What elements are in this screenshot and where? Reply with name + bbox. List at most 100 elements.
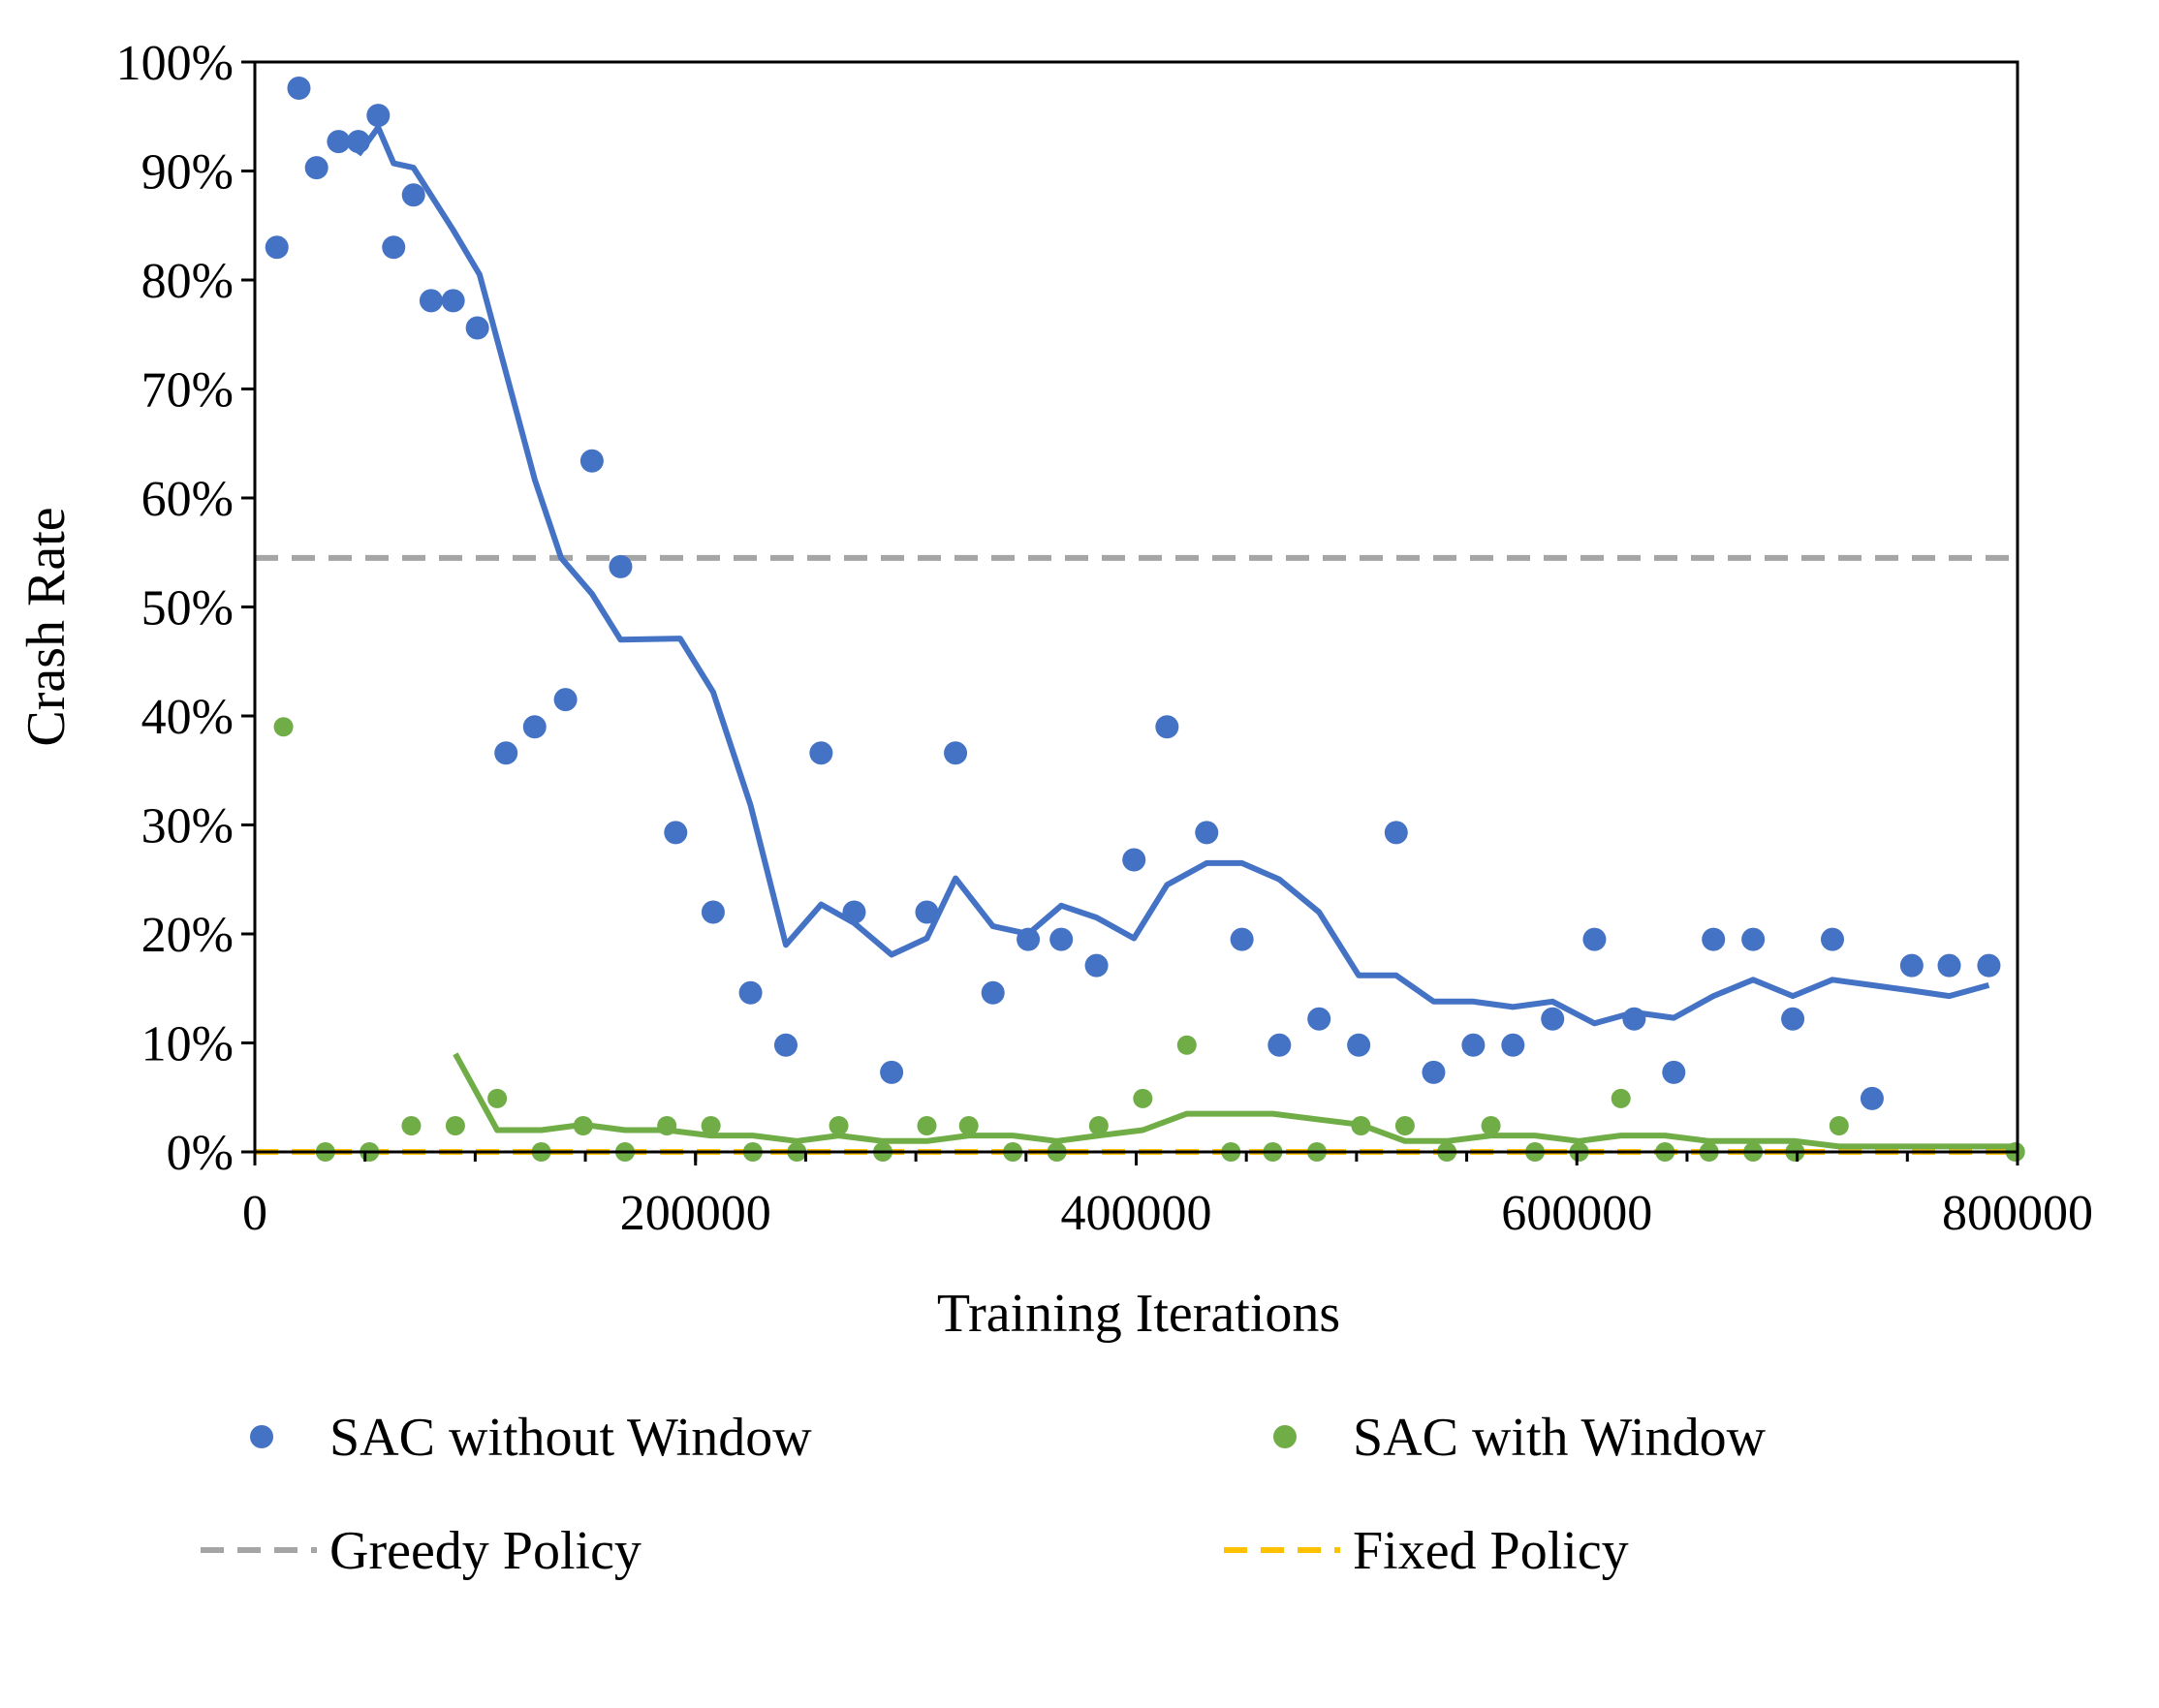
plot-area <box>255 62 2018 1152</box>
series-0-point-44 <box>1702 927 1726 951</box>
y-tick-label-2: 20% <box>141 908 234 963</box>
y-tick-label-0: 0% <box>167 1126 234 1181</box>
series-1-point-0 <box>273 717 294 737</box>
series-0-point-45 <box>1741 927 1766 951</box>
legend-swatch-0 <box>250 1425 273 1448</box>
series-0-point-47 <box>1821 927 1845 951</box>
series-0-point-43 <box>1662 1060 1686 1084</box>
series-0-point-24 <box>944 741 968 765</box>
y-tick-label-5: 50% <box>141 581 234 637</box>
series-0-point-39 <box>1501 1033 1525 1057</box>
series-0-point-49 <box>1899 953 1924 978</box>
series-0-point-2 <box>304 156 329 180</box>
series-0-point-42 <box>1622 1007 1646 1031</box>
x-tick-label-1: 200000 <box>620 1186 771 1241</box>
series-0-point-3 <box>327 130 351 154</box>
series-0-point-48 <box>1860 1086 1884 1110</box>
series-0-point-34 <box>1307 1007 1331 1031</box>
series-1-point-20 <box>1133 1088 1153 1108</box>
series-1-point-9 <box>657 1116 677 1135</box>
series-0-point-8 <box>419 289 443 313</box>
series-1-point-21 <box>1176 1035 1197 1055</box>
series-0-point-1 <box>287 77 311 100</box>
series-0-point-25 <box>981 980 1005 1005</box>
series-1-point-16 <box>958 1116 979 1135</box>
series-0-point-12 <box>522 715 547 739</box>
series-0-point-30 <box>1155 715 1179 739</box>
series-0-point-37 <box>1422 1060 1446 1084</box>
series-1-point-25 <box>1351 1116 1371 1135</box>
series-0-point-6 <box>382 235 406 260</box>
series-0-point-18 <box>738 980 763 1005</box>
y-tick-label-1: 10% <box>141 1017 234 1072</box>
x-axis-title: Training Iterations <box>937 1284 1340 1344</box>
legend-label-2: Greedy Policy <box>329 1521 641 1581</box>
series-1-point-26 <box>1394 1116 1415 1135</box>
x-tick-label-2: 400000 <box>1061 1186 1212 1241</box>
series-1-point-15 <box>917 1116 937 1135</box>
x-tick-label-0: 0 <box>242 1186 267 1241</box>
x-tick-label-4: 800000 <box>1942 1186 2093 1241</box>
series-1-point-19 <box>1088 1116 1109 1135</box>
y-tick-label-4: 40% <box>141 690 234 745</box>
series-0-point-13 <box>553 688 578 712</box>
series-0-point-27 <box>1049 927 1074 951</box>
series-0-point-40 <box>1541 1007 1565 1031</box>
series-0-point-10 <box>465 316 489 340</box>
series-0-point-22 <box>880 1060 904 1084</box>
trend-line-1 <box>453 1052 2016 1150</box>
series-0-point-41 <box>1582 927 1607 951</box>
series-0-point-21 <box>842 900 866 924</box>
trend-line-0 <box>356 124 1990 1027</box>
series-0-point-32 <box>1230 927 1254 951</box>
y-tick-label-6: 60% <box>141 472 234 527</box>
series-1-point-5 <box>487 1088 508 1108</box>
y-tick-label-7: 70% <box>141 363 234 419</box>
series-0-point-0 <box>265 235 289 260</box>
legend-label-0: SAC without Window <box>329 1408 812 1468</box>
y-tick-label-3: 30% <box>141 799 234 854</box>
series-0-point-50 <box>1937 953 1961 978</box>
legend-label-3: Fixed Policy <box>1353 1521 1629 1581</box>
series-0-point-20 <box>809 741 833 765</box>
series-1-point-31 <box>1611 1088 1631 1108</box>
series-1-point-13 <box>829 1116 849 1135</box>
series-0-point-51 <box>1977 953 2001 978</box>
series-0-point-19 <box>773 1033 798 1057</box>
legend-swatch-1 <box>1273 1425 1297 1448</box>
series-0-point-26 <box>1017 927 1041 951</box>
x-tick-label-3: 600000 <box>1501 1186 1652 1241</box>
series-0-point-11 <box>494 741 518 765</box>
series-0-point-16 <box>664 821 688 845</box>
series-1-point-4 <box>445 1116 465 1135</box>
series-0-point-14 <box>579 449 604 473</box>
series-0-point-38 <box>1461 1033 1486 1057</box>
series-0-point-35 <box>1347 1033 1371 1057</box>
series-0-point-29 <box>1122 848 1146 872</box>
y-tick-label-8: 80% <box>141 254 234 309</box>
series-0-point-5 <box>366 104 391 128</box>
series-0-point-23 <box>915 900 939 924</box>
series-0-point-33 <box>1267 1033 1292 1057</box>
series-0-point-31 <box>1195 821 1219 845</box>
series-0-point-36 <box>1384 821 1408 845</box>
series-0-point-4 <box>346 130 370 154</box>
series-0-point-15 <box>609 554 633 578</box>
legend: SAC without Window SAC with Window Greedy … <box>201 1408 1767 1581</box>
series-0-point-7 <box>401 183 425 207</box>
series-0-point-46 <box>1781 1007 1805 1031</box>
y-axis-title: Crash Rate <box>16 507 77 746</box>
series-1-point-7 <box>573 1116 593 1135</box>
y-tick-label-9: 90% <box>141 145 234 201</box>
series-1-point-3 <box>401 1116 422 1135</box>
series-1-point-10 <box>701 1116 721 1135</box>
series-1-point-36 <box>1829 1116 1849 1135</box>
series-0-point-9 <box>441 289 465 313</box>
series-1-point-28 <box>1481 1116 1501 1135</box>
y-tick-label-10: 100% <box>116 36 234 91</box>
series-0-point-28 <box>1084 953 1109 978</box>
series-0-point-17 <box>701 900 725 924</box>
legend-label-1: SAC with Window <box>1353 1408 1767 1468</box>
